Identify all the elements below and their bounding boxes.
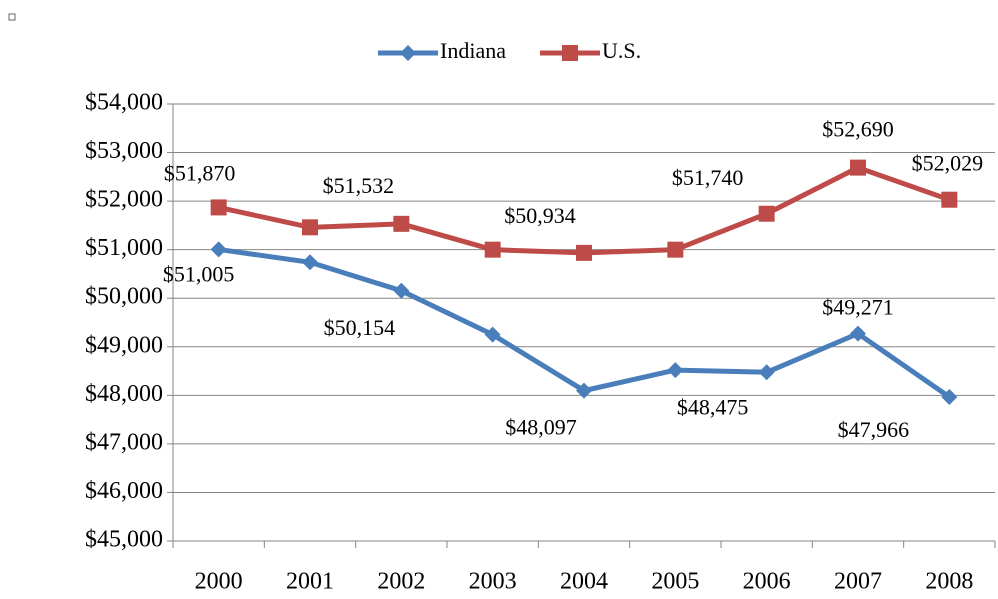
data-label: $50,934 [504,203,576,228]
x-tick-label: 2004 [560,569,608,595]
y-tick-label: $47,000 [85,429,163,455]
marker [210,199,227,216]
marker [941,388,958,405]
x-tick-label: 2000 [195,569,243,595]
marker [302,219,318,236]
y-tick-label: $51,000 [85,235,163,261]
legend-label: U.S. [602,38,641,63]
y-tick-label: $49,000 [85,332,163,358]
marker [400,45,416,61]
marker [562,45,578,61]
y-tick-label: $53,000 [85,138,163,164]
x-tick-label: 2002 [377,569,425,595]
y-tick-label: $54,000 [85,90,163,116]
data-label: $50,154 [324,315,396,340]
marker [484,241,501,258]
marker [941,191,958,208]
marker [393,215,410,232]
marker [667,241,684,258]
marker [850,159,866,176]
data-label: $47,966 [838,417,910,442]
marker [393,282,410,299]
marker [576,244,592,261]
corner-icon [8,13,16,21]
y-tick-label: $48,000 [85,381,163,407]
data-label: $51,870 [164,160,236,185]
marker [210,241,227,258]
x-tick-label: 2005 [651,569,699,595]
y-tick-label: $52,000 [85,187,163,213]
marker [302,254,318,271]
data-label: $51,005 [163,261,235,286]
x-tick-label: 2006 [743,569,791,595]
marker [484,326,501,343]
marker [667,362,684,379]
y-tick-label: $45,000 [85,527,163,553]
legend-label: Indiana [440,38,506,63]
y-tick-label: $46,000 [85,478,163,504]
data-label: $48,097 [505,415,577,440]
y-tick-label: $50,000 [85,284,163,310]
data-label: $52,690 [822,117,894,142]
marker [850,325,866,342]
data-label: $51,740 [672,165,744,190]
x-tick-label: 2001 [286,569,334,595]
data-label: $51,532 [323,173,395,198]
data-label: $48,475 [677,394,749,419]
data-label: $52,029 [912,151,984,176]
x-tick-label: 2003 [469,569,517,595]
x-tick-label: 2007 [834,569,882,595]
x-tick-label: 2008 [925,569,973,595]
data-label: $49,271 [822,295,894,320]
marker [758,364,775,381]
marker [576,382,592,399]
marker [758,205,775,222]
